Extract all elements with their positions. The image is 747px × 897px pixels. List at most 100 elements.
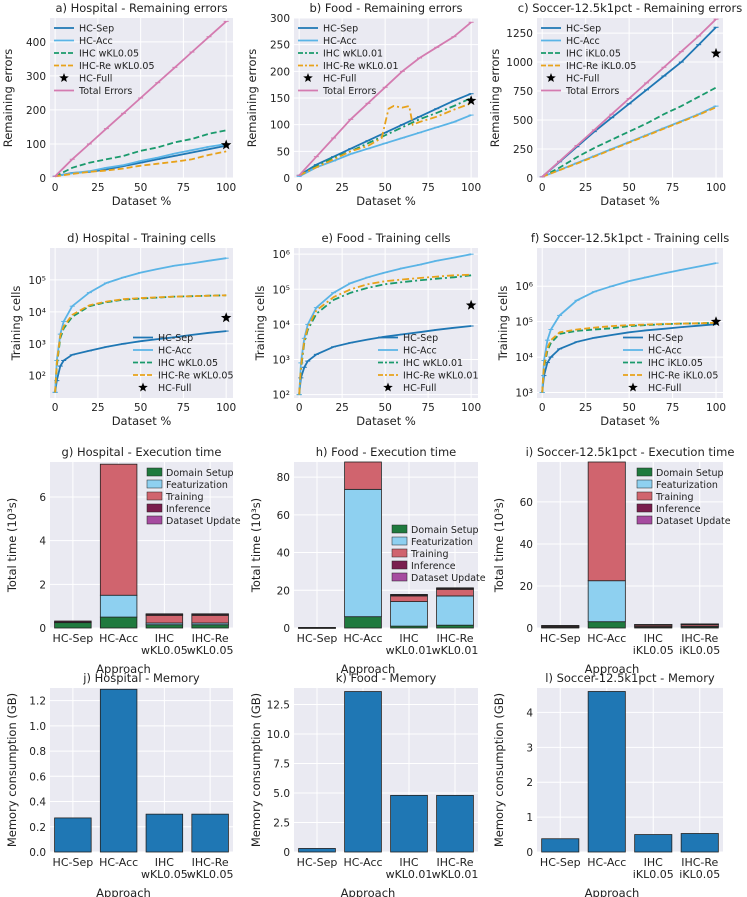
chart-title: i) Soccer-12.5k1pct - Execution time — [526, 445, 735, 459]
x-tick-label: HC-Acc — [99, 632, 138, 645]
legend-swatch — [391, 548, 408, 558]
bar-memory — [541, 838, 580, 853]
bar-segment-featurization — [99, 594, 138, 618]
legend-label: Dataset Update — [656, 516, 731, 527]
legend-label: IHC-Re wKL0.01 — [323, 61, 399, 72]
x-tick-label: IHC — [644, 632, 664, 645]
legend-label: Total Errors — [565, 86, 619, 97]
x-tick-label: IHC — [155, 632, 175, 645]
x-tick-label: wKL0.05 — [187, 644, 234, 657]
x-tick-label: 75 — [666, 402, 679, 414]
y-tick-label: 400 — [26, 37, 46, 49]
legend-label: HC-Sep — [158, 333, 193, 344]
bar-segment-inference — [541, 625, 580, 627]
legend-label: HC-Sep — [566, 24, 601, 35]
series-line-hc-sep — [541, 323, 717, 393]
legend-swatch — [146, 503, 163, 513]
legend-star-icon — [138, 382, 148, 392]
bar-segment-training — [587, 461, 626, 582]
legend-label: Dataset Update — [411, 573, 486, 584]
x-tick-label: HC-Sep — [297, 856, 338, 869]
bar-memory — [436, 794, 474, 853]
y-tick-label: 0.8 — [29, 746, 46, 758]
x-tick-label: IHC — [644, 856, 664, 869]
legend-star-icon — [383, 382, 393, 392]
bar-segment-featurization — [344, 488, 382, 618]
legend-swatch — [146, 491, 163, 501]
x-tick-label: 50 — [134, 182, 147, 194]
legend-label: IHC wKL0.05 — [158, 358, 218, 369]
y-tick-label: 2 — [526, 777, 533, 789]
x-tick-label: 75 — [177, 402, 190, 414]
x-tick-label: iKL0.05 — [633, 868, 674, 881]
bar-memory — [54, 817, 92, 853]
x-tick-label: HC-Acc — [587, 856, 626, 869]
bar-memory — [344, 691, 382, 853]
y-tick-label: 0.2 — [29, 822, 46, 834]
y-tick-label: 0 — [526, 623, 533, 635]
bar-segment-dataset-update — [680, 623, 719, 625]
y-tick-label: 10² — [272, 390, 290, 402]
bar-memory — [390, 794, 428, 853]
x-tick-label: 100 — [216, 182, 236, 194]
y-tick-label: 1.0 — [29, 721, 46, 733]
series-line-ihc-re-wkl0-05 — [54, 294, 227, 393]
legend-label: IHC wKL0.01 — [323, 49, 383, 60]
series-line-ihc-wkl0-01 — [298, 97, 472, 177]
x-tick-label: iKL0.05 — [679, 644, 720, 657]
chart-b: 0 25 50 75 100 0 50 100 150 200 250 300 b) Food - Re… — [245, 1, 481, 208]
chart-title: d) Hospital - Training cells — [67, 231, 216, 245]
y-tick-label: 0.6 — [29, 771, 46, 783]
y-tick-label: 250 — [513, 144, 533, 156]
x-tick-label: HC-Sep — [53, 856, 94, 869]
y-axis-label: Training cells — [496, 286, 510, 362]
chart-title: a) Hospital - Remaining errors — [55, 1, 227, 15]
y-tick-label: 10⁴ — [515, 352, 533, 364]
legend-label: Total Errors — [322, 86, 376, 97]
bar-memory — [99, 688, 138, 853]
x-tick-label: 100 — [461, 402, 481, 414]
bar-segment-domain-setup — [344, 616, 382, 629]
bar-memory — [298, 848, 336, 853]
y-tick-label: 1.2 — [29, 696, 46, 708]
legend-label: HC-Acc — [403, 346, 437, 357]
x-tick-label: 25 — [91, 182, 104, 194]
y-tick-label: 2 — [39, 579, 46, 591]
bar-segment-training — [436, 588, 474, 597]
bar-segment-dataset-update — [145, 613, 184, 615]
legend-label: Featurization — [656, 480, 718, 491]
legend-label: HC-Acc — [79, 36, 113, 47]
chart-f: 0 25 50 75 100 10³ 10⁴ 10⁵ 10⁶ f) Soccer-12.5k1pc… — [496, 231, 729, 428]
y-tick-label: 10⁵ — [515, 317, 533, 329]
x-axis-label: Approach — [341, 662, 396, 676]
x-axis-label: Approach — [585, 662, 640, 676]
bar-segment-training — [344, 461, 382, 490]
x-tick-label: wKL0.01 — [386, 868, 433, 881]
legend-swatch — [391, 560, 408, 570]
x-tick-label: 0 — [296, 182, 303, 194]
legend-label: HC-Sep — [648, 333, 683, 344]
bar-segment-dataset-update — [191, 613, 229, 615]
legend-label: HC-Full — [566, 74, 599, 85]
series-point-hc-full — [220, 312, 232, 323]
legend-label: HC-Acc — [566, 36, 600, 47]
legend-label: Training — [655, 492, 694, 503]
legend-swatch — [146, 479, 163, 489]
bar-segment-training — [99, 463, 138, 596]
bar-segment-training — [145, 614, 184, 624]
series-line-ihc-ikl0-05 — [541, 86, 717, 178]
y-axis-label: Training cells — [9, 286, 23, 362]
y-tick-label: 750 — [513, 86, 533, 98]
bar-segment-domain-setup — [145, 624, 184, 629]
x-tick-label: 100 — [706, 182, 726, 194]
series-line-ihc-re-wkl0-01 — [298, 273, 472, 395]
legend-label: Domain Setup — [656, 468, 724, 479]
x-axis-label: Dataset % — [356, 414, 416, 428]
y-tick-label: 0.0 — [29, 847, 46, 859]
x-tick-label: 75 — [421, 402, 434, 414]
x-tick-label: 25 — [335, 402, 348, 414]
y-tick-label: 100 — [270, 120, 290, 132]
legend-label: IHC iKL0.05 — [566, 49, 621, 60]
x-axis-label: Dataset % — [600, 194, 660, 208]
legend-label: IHC wKL0.05 — [79, 49, 139, 60]
